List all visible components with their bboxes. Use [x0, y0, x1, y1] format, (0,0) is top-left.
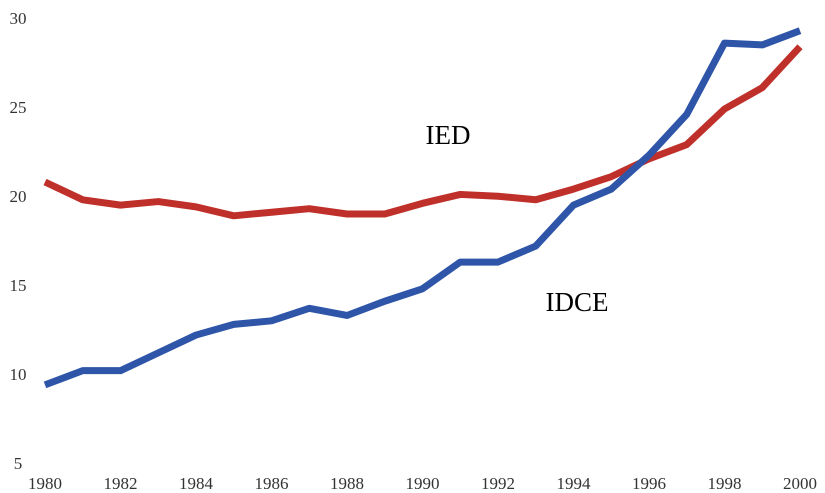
- series-label: IDCE: [546, 287, 609, 317]
- x-tick-label: 2000: [783, 474, 817, 493]
- x-tick-label: 1986: [255, 474, 289, 493]
- y-tick-label: 25: [10, 98, 27, 117]
- series-line: [43, 27, 802, 389]
- y-tick-label: 5: [14, 454, 23, 473]
- x-tick-label: 1982: [104, 474, 138, 493]
- x-tick-label: 1994: [557, 474, 592, 493]
- y-tick-label: 20: [10, 187, 27, 206]
- y-tick-label: 15: [10, 276, 27, 295]
- x-tick-label: 1984: [179, 474, 214, 493]
- series-label: IED: [426, 120, 471, 150]
- series-line: [43, 44, 803, 220]
- x-tick-label: 1990: [406, 474, 440, 493]
- x-tick-label: 1988: [330, 474, 364, 493]
- x-tick-label: 1998: [708, 474, 742, 493]
- x-tick-label: 1980: [28, 474, 62, 493]
- x-tick-label: 1996: [632, 474, 666, 493]
- x-tick-label: 1992: [481, 474, 515, 493]
- y-tick-label: 30: [10, 9, 27, 28]
- y-tick-label: 10: [10, 365, 27, 384]
